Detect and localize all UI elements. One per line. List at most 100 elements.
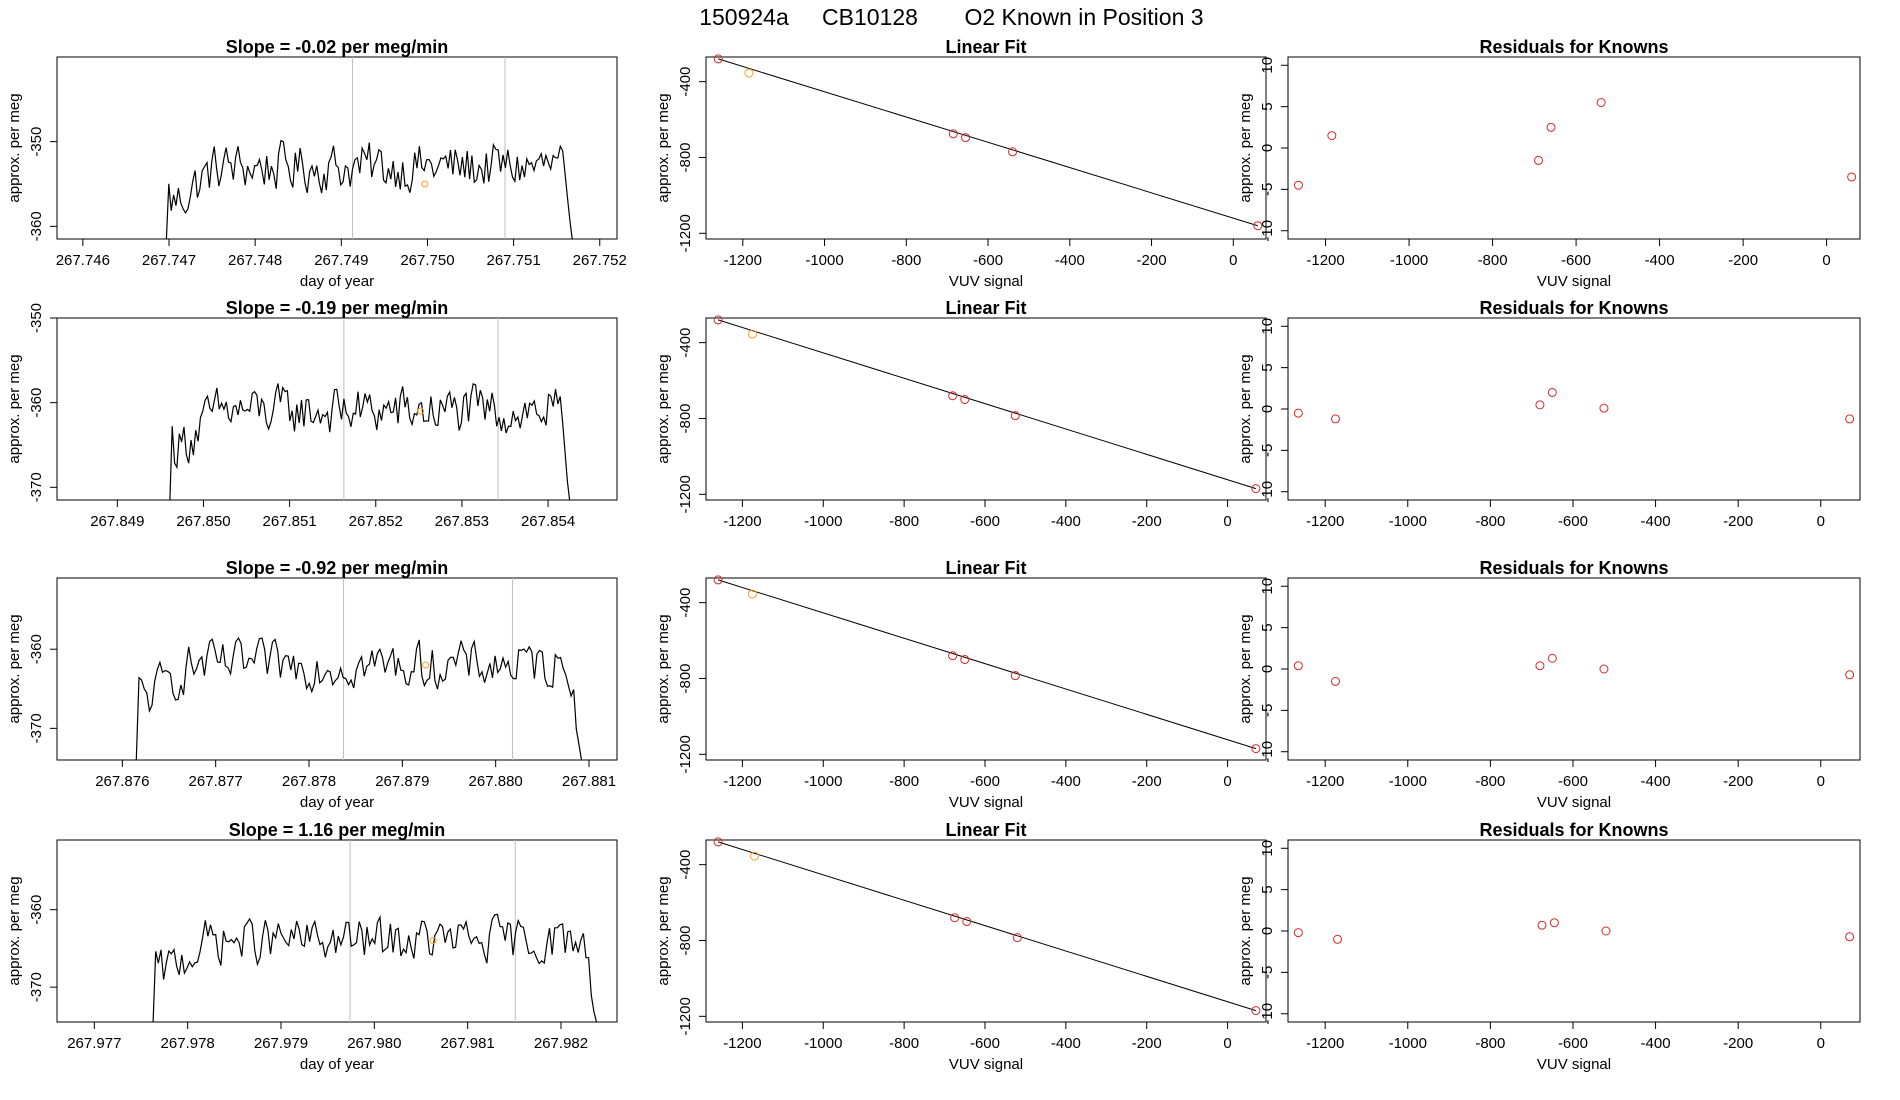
x-tick-label: 0 <box>1229 252 1237 269</box>
plot-frame <box>705 839 1267 1023</box>
residual-point <box>1535 661 1545 671</box>
y-tick-label: -400 <box>677 67 694 97</box>
plot-frame <box>56 56 618 240</box>
x-tick-label: -800 <box>889 513 919 530</box>
known-standard-point <box>962 917 972 927</box>
time-series-panel: Slope = -0.02 per meg/min day of year appr… <box>6 37 627 290</box>
x-tick-label: -800 <box>1478 252 1508 269</box>
y-tick-label: -360 <box>28 388 45 418</box>
x-tick-label: 267.751 <box>486 252 540 269</box>
residuals-panel: Residuals for Knowns VUV signal approx. pe… <box>1237 37 1861 290</box>
x-tick-label: 267.980 <box>347 1035 401 1052</box>
y-tick-label: -1200 <box>677 735 694 773</box>
y-tick-label: 5 <box>1259 102 1276 110</box>
residual-point <box>1847 172 1857 182</box>
panel-title: Slope = -0.02 per meg/min <box>226 37 449 57</box>
residual-point <box>1599 664 1609 674</box>
x-tick-label: -400 <box>1051 773 1081 790</box>
residual-point <box>1327 131 1337 141</box>
known-standard-point <box>1010 671 1020 681</box>
y-tick-label: -360 <box>28 634 45 664</box>
panel-grid: Slope = -0.02 per meg/min day of year appr… <box>6 37 1861 1073</box>
y-axis-label: approx. per meg <box>6 93 23 202</box>
residual-point <box>1537 920 1547 930</box>
x-tick-label: 267.748 <box>228 252 282 269</box>
x-axis-label: VUV signal <box>1537 1056 1611 1073</box>
residual-point <box>1534 155 1544 165</box>
panel-title: Linear Fit <box>945 820 1026 840</box>
x-tick-label: 0 <box>1817 513 1825 530</box>
x-tick-label: 0 <box>1223 513 1231 530</box>
known-standard-point <box>948 651 958 661</box>
panel-title: Slope = -0.92 per meg/min <box>226 558 449 578</box>
x-tick-label: -1200 <box>1306 1035 1344 1052</box>
fit-line <box>717 841 1257 1012</box>
y-tick-label: 0 <box>1259 927 1276 935</box>
x-tick-label: 267.752 <box>573 252 627 269</box>
residual-point <box>1293 408 1303 418</box>
x-tick-label: -600 <box>970 773 1000 790</box>
y-tick-label: -800 <box>677 403 694 433</box>
x-tick-label: 267.747 <box>142 252 196 269</box>
residual-point <box>1596 98 1606 107</box>
x-tick-label: -800 <box>1475 1035 1505 1052</box>
panel-title: Linear Fit <box>945 37 1026 57</box>
fit-line <box>717 319 1257 490</box>
x-tick-label: 267.880 <box>469 773 523 790</box>
plot-frame <box>705 577 1267 761</box>
time-series-line <box>135 636 583 761</box>
y-tick-label: -370 <box>28 972 45 1002</box>
residual-point <box>1845 932 1855 942</box>
x-tick-label: 267.750 <box>400 252 454 269</box>
x-tick-label: -400 <box>1055 252 1085 269</box>
y-tick-label: -800 <box>677 142 694 172</box>
x-tick-label: -800 <box>1475 773 1505 790</box>
y-axis-label: approx. per meg <box>655 614 672 723</box>
plot-frame <box>56 317 618 501</box>
x-tick-label: -200 <box>1132 513 1162 530</box>
x-tick-label: 267.853 <box>435 513 489 530</box>
y-tick-label: -370 <box>28 713 45 743</box>
linear-fit-panel: Linear Fit VUV signal approx. per meg -1200… <box>655 820 1267 1073</box>
residual-point <box>1546 122 1556 132</box>
x-tick-label: 0 <box>1817 1035 1825 1052</box>
x-tick-label: -600 <box>1558 773 1588 790</box>
y-axis-label: approx. per meg <box>655 354 672 463</box>
x-tick-label: -200 <box>1723 1035 1753 1052</box>
x-tick-label: -600 <box>1561 252 1591 269</box>
x-tick-label: -400 <box>1641 513 1671 530</box>
y-tick-label: 5 <box>1259 623 1276 631</box>
y-axis-label: approx. per meg <box>6 614 23 723</box>
x-axis-label: VUV signal <box>1537 794 1611 811</box>
y-tick-label: -370 <box>28 472 45 502</box>
known-standard-point <box>950 913 960 923</box>
y-tick-label: -5 <box>1259 444 1276 457</box>
y-tick-label: -360 <box>28 211 45 241</box>
y-tick-label: -10 <box>1259 220 1276 242</box>
y-tick-label: 5 <box>1259 363 1276 371</box>
x-tick-label: 267.878 <box>282 773 336 790</box>
plot-frame <box>56 577 618 761</box>
x-tick-label: -1200 <box>1306 773 1344 790</box>
x-axis-label: VUV signal <box>949 794 1023 811</box>
y-tick-label: -1200 <box>677 475 694 513</box>
x-tick-label: -1000 <box>1389 1035 1427 1052</box>
known-standard-point <box>960 395 970 405</box>
y-tick-label: -400 <box>677 850 694 880</box>
panel-title: Linear Fit <box>945 558 1026 578</box>
x-tick-label: -200 <box>1728 252 1758 269</box>
residual-point <box>1293 928 1303 938</box>
y-tick-label: -350 <box>28 127 45 157</box>
residual-point <box>1547 653 1557 663</box>
time-series-line <box>169 383 571 501</box>
x-tick-label: 267.981 <box>441 1035 495 1052</box>
x-tick-label: -1000 <box>804 513 842 530</box>
x-tick-label: 267.746 <box>56 252 110 269</box>
x-tick-label: 267.877 <box>189 773 243 790</box>
y-tick-label: -10 <box>1259 741 1276 763</box>
main-title-run-id: 150924a <box>699 4 789 30</box>
unknown-average-point <box>421 180 429 188</box>
x-tick-label: 267.876 <box>95 773 149 790</box>
x-tick-label: -800 <box>889 1035 919 1052</box>
known-standard-point <box>1251 1006 1261 1016</box>
